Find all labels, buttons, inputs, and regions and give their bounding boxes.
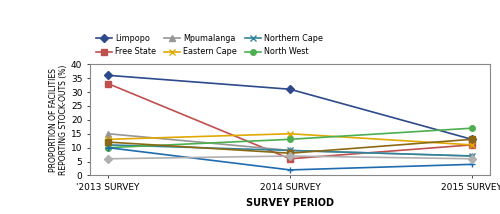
Eastern Cape [105, 138, 111, 141]
X-axis label: SURVEY PERIOD: SURVEY PERIOD [246, 198, 334, 208]
Eastern Cape [287, 132, 293, 135]
North West [105, 146, 111, 149]
Mpumalanga [287, 149, 293, 152]
Line: Limpopo: Limpopo [106, 73, 474, 142]
Limpopo [105, 74, 111, 77]
Limpopo [469, 138, 475, 141]
Limpopo [287, 88, 293, 91]
Line: Free State: Free State [106, 81, 474, 162]
Line: Northern Cape: Northern Cape [106, 142, 474, 159]
Northern Cape [105, 144, 111, 146]
Free State [105, 82, 111, 85]
Legend: Limpopo, Free State, Mpumalanga, Eastern Cape, Northern Cape, North West: Limpopo, Free State, Mpumalanga, Eastern… [94, 33, 325, 58]
Line: North West: North West [106, 125, 474, 150]
Free State [469, 144, 475, 146]
Mpumalanga [469, 155, 475, 157]
Free State [287, 158, 293, 160]
Northern Cape [469, 155, 475, 157]
Eastern Cape [469, 144, 475, 146]
Mpumalanga [105, 132, 111, 135]
North West [287, 138, 293, 141]
Y-axis label: PROPORTION OF FACILITIES
REPORTING STOCK-OUTS (%): PROPORTION OF FACILITIES REPORTING STOCK… [48, 65, 68, 175]
North West [469, 127, 475, 129]
Line: Eastern Cape: Eastern Cape [106, 131, 474, 148]
Line: Mpumalanga: Mpumalanga [106, 131, 474, 159]
Northern Cape [287, 149, 293, 152]
